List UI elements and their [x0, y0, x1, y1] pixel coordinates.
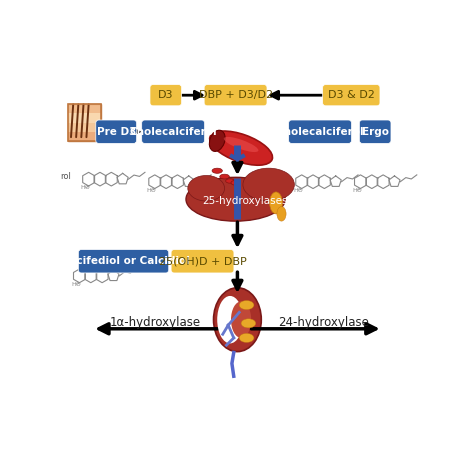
Text: Pre D3: Pre D3	[97, 127, 136, 137]
Ellipse shape	[231, 301, 251, 338]
Text: HO: HO	[146, 188, 156, 193]
Ellipse shape	[210, 130, 225, 151]
Ellipse shape	[220, 174, 229, 179]
Text: 25-hydroxylases: 25-hydroxylases	[202, 196, 288, 206]
FancyBboxPatch shape	[68, 123, 101, 132]
FancyBboxPatch shape	[359, 120, 391, 143]
Text: 25(OH)D + DBP: 25(OH)D + DBP	[159, 256, 246, 266]
Ellipse shape	[212, 168, 222, 173]
FancyBboxPatch shape	[68, 132, 101, 141]
Text: Calcifediol or Calcidiol: Calcifediol or Calcidiol	[58, 256, 190, 266]
Text: HO: HO	[71, 282, 81, 287]
Ellipse shape	[277, 207, 286, 221]
Ellipse shape	[231, 181, 240, 185]
Ellipse shape	[186, 177, 285, 221]
Ellipse shape	[226, 179, 235, 183]
Text: HO: HO	[80, 185, 90, 191]
Ellipse shape	[239, 333, 254, 343]
FancyBboxPatch shape	[96, 120, 137, 143]
FancyBboxPatch shape	[289, 120, 352, 143]
FancyBboxPatch shape	[68, 104, 101, 113]
Ellipse shape	[239, 301, 254, 310]
FancyBboxPatch shape	[323, 85, 380, 106]
Text: rol: rol	[60, 172, 71, 181]
FancyBboxPatch shape	[142, 120, 205, 143]
Text: DBP + D3/D2: DBP + D3/D2	[199, 90, 273, 100]
FancyBboxPatch shape	[68, 113, 101, 123]
Ellipse shape	[241, 319, 256, 328]
Text: 24-hydroxylase: 24-hydroxylase	[278, 316, 369, 329]
FancyBboxPatch shape	[68, 104, 101, 141]
FancyBboxPatch shape	[150, 85, 182, 106]
FancyBboxPatch shape	[204, 85, 267, 106]
Text: 1α-hydroxylase: 1α-hydroxylase	[109, 316, 201, 329]
Text: Cholecalciferol: Cholecalciferol	[129, 127, 217, 137]
Text: HO: HO	[352, 188, 362, 193]
Ellipse shape	[188, 175, 225, 201]
FancyBboxPatch shape	[78, 250, 169, 273]
Ellipse shape	[210, 131, 273, 165]
Ellipse shape	[243, 168, 294, 201]
Ellipse shape	[270, 192, 283, 214]
Text: Cholecalciferol: Cholecalciferol	[276, 127, 364, 137]
Ellipse shape	[217, 296, 243, 343]
Ellipse shape	[213, 288, 261, 352]
Text: D3 & D2: D3 & D2	[328, 90, 375, 100]
Text: HO: HO	[293, 188, 303, 193]
FancyBboxPatch shape	[171, 250, 234, 273]
Text: D3: D3	[158, 90, 173, 100]
Ellipse shape	[224, 137, 258, 152]
Text: Ergo: Ergo	[362, 127, 389, 137]
